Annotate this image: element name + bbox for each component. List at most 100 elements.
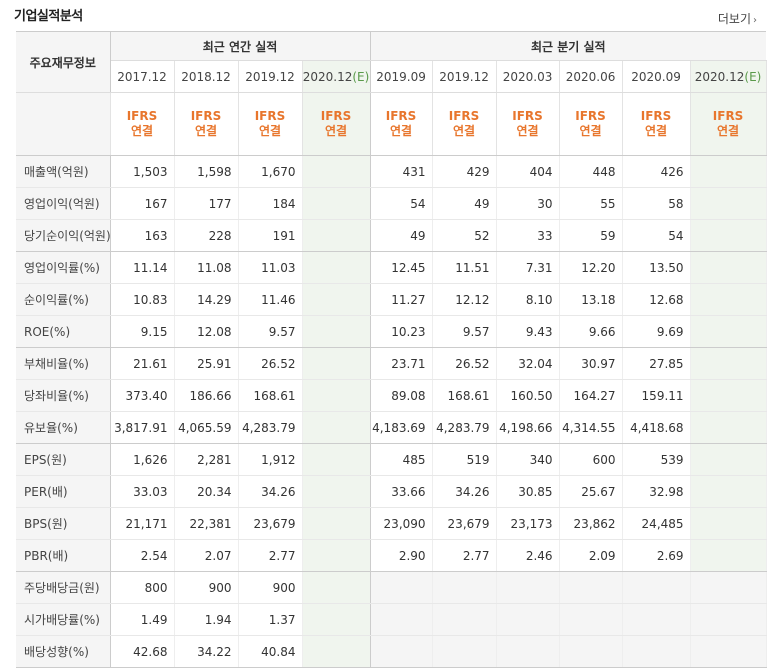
quarter-value-cell: 30	[496, 187, 560, 220]
quarter-value-cell: 2.77	[432, 539, 497, 572]
annual-value-cell	[302, 315, 371, 348]
ifrs-consolidated-header: IFRS 연결	[370, 92, 433, 156]
annual-value-cell: 26.52	[238, 347, 303, 380]
quarter-value-cell	[690, 187, 767, 220]
quarter-value-cell: 54	[622, 219, 691, 252]
quarter-value-cell: 89.08	[370, 379, 433, 412]
quarter-value-cell: 13.18	[559, 283, 623, 316]
quarter-period-header: 2020.09	[622, 60, 691, 93]
annual-value-cell: 14.29	[174, 283, 239, 316]
quarter-value-cell	[690, 283, 767, 316]
consolidated-label: 연결	[645, 124, 668, 138]
annual-value-cell: 184	[238, 187, 303, 220]
empty-cell	[690, 571, 767, 604]
annual-value-cell: 21.61	[110, 347, 175, 380]
row-label: 부채비율(%)	[16, 347, 111, 380]
ifrs-label: IFRS	[190, 109, 222, 123]
ifrs-consolidated-header: IFRS 연결	[559, 92, 623, 156]
quarter-value-cell: 30.85	[496, 475, 560, 508]
quarter-value-cell: 4,198.66	[496, 411, 560, 444]
chevron-right-icon: ›	[753, 15, 757, 26]
annual-value-cell: 2,281	[174, 443, 239, 476]
quarter-value-cell: 9.43	[496, 315, 560, 348]
quarter-value-cell: 34.26	[432, 475, 497, 508]
period-label: 2020.12	[302, 69, 353, 84]
consolidated-label: 연결	[717, 124, 740, 138]
period-label: 2019.12	[245, 69, 295, 84]
more-link[interactable]: 더보기 ›	[718, 10, 757, 27]
quarter-value-cell: 340	[496, 443, 560, 476]
quarter-period-header: 2020.12(E)	[690, 60, 767, 93]
empty-cell	[370, 571, 433, 604]
ifrs-label: IFRS	[712, 109, 744, 123]
row-label: 시가배당률(%)	[16, 603, 111, 636]
ifrs-consolidated-header: IFRS 연결	[496, 92, 560, 156]
table-row: PBR(배) 2.54 2.07 2.77 2.90 2.77 2.46 2.09 2.69	[16, 539, 767, 572]
period-label: 2020.03	[502, 69, 553, 84]
period-label: 2020.12	[694, 69, 745, 84]
annual-value-cell	[302, 571, 371, 604]
empty-cell	[559, 603, 623, 636]
annual-value-cell: 900	[174, 571, 239, 604]
quarter-value-cell: 4,314.55	[559, 411, 623, 444]
quarter-value-cell: 33.66	[370, 475, 433, 508]
quarter-value-cell: 59	[559, 219, 623, 252]
annual-value-cell: 1,503	[110, 155, 175, 188]
consolidated-label: 연결	[324, 124, 348, 138]
quarter-value-cell: 2.46	[496, 539, 560, 572]
quarter-period-header: 2020.06	[559, 60, 623, 93]
row-label: 영업이익(억원)	[16, 187, 111, 220]
annual-value-cell	[302, 603, 371, 636]
table-row: EPS(원) 1,626 2,281 1,912 485 519 340 600 539	[16, 443, 767, 476]
quarter-value-cell: 168.61	[432, 379, 497, 412]
quarter-value-cell: 2.09	[559, 539, 623, 572]
period-label: 2020.09	[631, 69, 681, 84]
annual-value-cell: 186.66	[174, 379, 239, 412]
quarter-value-cell: 49	[370, 219, 433, 252]
annual-value-cell	[302, 475, 371, 508]
annual-value-cell: 12.08	[174, 315, 239, 348]
period-label: 2018.12	[181, 69, 231, 84]
annual-value-cell: 1,670	[238, 155, 303, 188]
ifrs-consolidated-header: IFRS 연결	[238, 92, 303, 156]
row-label: 순이익률(%)	[16, 283, 111, 316]
annual-value-cell: 11.14	[110, 251, 175, 284]
quarter-value-cell: 2.69	[622, 539, 691, 572]
quarter-value-cell: 49	[432, 187, 497, 220]
annual-period-header: 2018.12	[174, 60, 239, 93]
annual-value-cell: 1,912	[238, 443, 303, 476]
period-label: 2017.12	[117, 69, 167, 84]
annual-value-cell: 11.46	[238, 283, 303, 316]
annual-value-cell: 900	[238, 571, 303, 604]
quarter-value-cell: 4,183.69	[370, 411, 433, 444]
quarter-value-cell: 4,418.68	[622, 411, 691, 444]
annual-value-cell: 1.94	[174, 603, 239, 636]
quarter-period-header: 2020.03	[496, 60, 560, 93]
annual-value-cell: 25.91	[174, 347, 239, 380]
estimate-suffix: (E)	[352, 69, 370, 84]
table-row: 유보율(%) 3,817.91 4,065.59 4,283.79 4,183.69 4,…	[16, 411, 767, 444]
annual-value-cell: 23,679	[238, 507, 303, 540]
quarter-value-cell: 160.50	[496, 379, 560, 412]
table-row: 매출액(억원) 1,503 1,598 1,670 431 429 404 448 426	[16, 155, 767, 188]
quarter-value-cell: 519	[432, 443, 497, 476]
annual-value-cell: 373.40	[110, 379, 175, 412]
quarter-value-cell: 448	[559, 155, 623, 188]
annual-group-header: 최근 연간 실적	[110, 32, 371, 61]
annual-value-cell	[302, 251, 371, 284]
table-top-border	[16, 31, 766, 32]
quarter-value-cell: 32.98	[622, 475, 691, 508]
quarter-value-cell: 13.50	[622, 251, 691, 284]
table-row: 당기순이익(억원) 163 228 191 49 52 33 59 54	[16, 219, 767, 252]
annual-value-cell: 33.03	[110, 475, 175, 508]
quarter-period-header: 2019.12	[432, 60, 497, 93]
annual-value-cell	[302, 443, 371, 476]
ifrs-consolidated-header: IFRS 연결	[690, 92, 767, 156]
more-link-label: 더보기	[717, 12, 751, 26]
ifrs-consolidated-header: IFRS 연결	[432, 92, 497, 156]
annual-value-cell	[302, 155, 371, 188]
empty-cell	[432, 571, 497, 604]
ifrs-label: IFRS	[575, 109, 606, 123]
quarter-value-cell: 27.85	[622, 347, 691, 380]
empty-cell	[496, 571, 560, 604]
